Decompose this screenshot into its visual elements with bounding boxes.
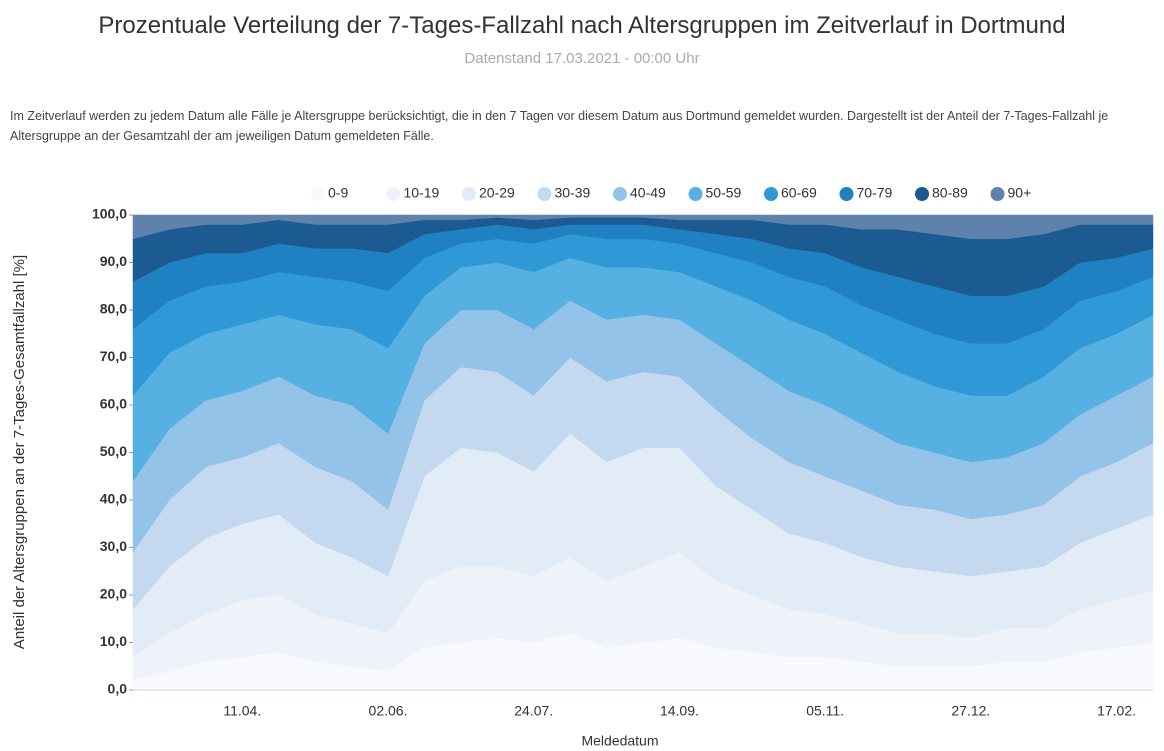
- area: [132, 214, 1154, 240]
- chart-subtitle: Datenstand 17.03.2021 - 00:00 Uhr: [464, 50, 700, 67]
- chart-title: Prozentuale Verteilung der 7-Tages-Fallz…: [98, 12, 1066, 39]
- legend-label: 60-69: [781, 185, 817, 201]
- legend-label: 50-59: [706, 185, 742, 201]
- y-tick-label: 80,0: [100, 301, 127, 317]
- legend-label: 20-29: [479, 185, 515, 201]
- y-tick-label: 0,0: [108, 681, 128, 697]
- legend-label: 70-79: [857, 185, 893, 201]
- legend-label: 80-89: [932, 185, 968, 201]
- legend-label: 30-39: [555, 185, 591, 201]
- x-tick-label: 11.04.: [223, 703, 261, 719]
- x-tick-label: 24.07.: [514, 703, 553, 719]
- y-tick-label: 90,0: [100, 253, 127, 269]
- y-tick-label: 60,0: [100, 396, 127, 412]
- legend-swatch: [311, 187, 325, 201]
- legend-label: 90+: [1008, 185, 1032, 201]
- legend-swatch: [462, 187, 476, 201]
- legend-swatch: [386, 187, 401, 201]
- y-tick-label: 20,0: [100, 586, 127, 602]
- legend-swatch: [688, 187, 703, 201]
- x-axis-title: Meldedatum: [581, 733, 658, 749]
- y-tick-label: 50,0: [100, 443, 127, 459]
- legend-label: 40-49: [630, 185, 666, 201]
- y-tick-label: 100,0: [92, 206, 127, 222]
- description: Im Zeitverlauf werden zu jedem Datum all…: [10, 109, 1109, 143]
- x-tick-label: 27.12.: [951, 703, 990, 719]
- legend-swatch: [839, 187, 854, 201]
- legend-swatch: [990, 187, 1005, 201]
- legend-label: 0-9: [328, 185, 348, 201]
- legend-swatch: [915, 187, 929, 201]
- y-tick-label: 40,0: [100, 491, 127, 507]
- legend-swatch: [537, 187, 552, 201]
- y-axis-title: Anteil der Altersgruppen an der 7-Tages-…: [11, 255, 28, 649]
- legend-swatch: [764, 187, 778, 201]
- legend-swatch: [613, 187, 627, 201]
- y-tick-label: 70,0: [100, 348, 127, 364]
- x-tick-label: 05.11.: [806, 703, 844, 719]
- y-tick-label: 10,0: [100, 633, 127, 649]
- x-tick-label: 02.06.: [369, 703, 408, 719]
- x-tick-label: 17.02.: [1097, 703, 1136, 719]
- x-tick-label: 14.09.: [660, 703, 699, 719]
- y-tick-label: 30,0: [100, 538, 127, 554]
- legend-label: 10-19: [404, 185, 440, 201]
